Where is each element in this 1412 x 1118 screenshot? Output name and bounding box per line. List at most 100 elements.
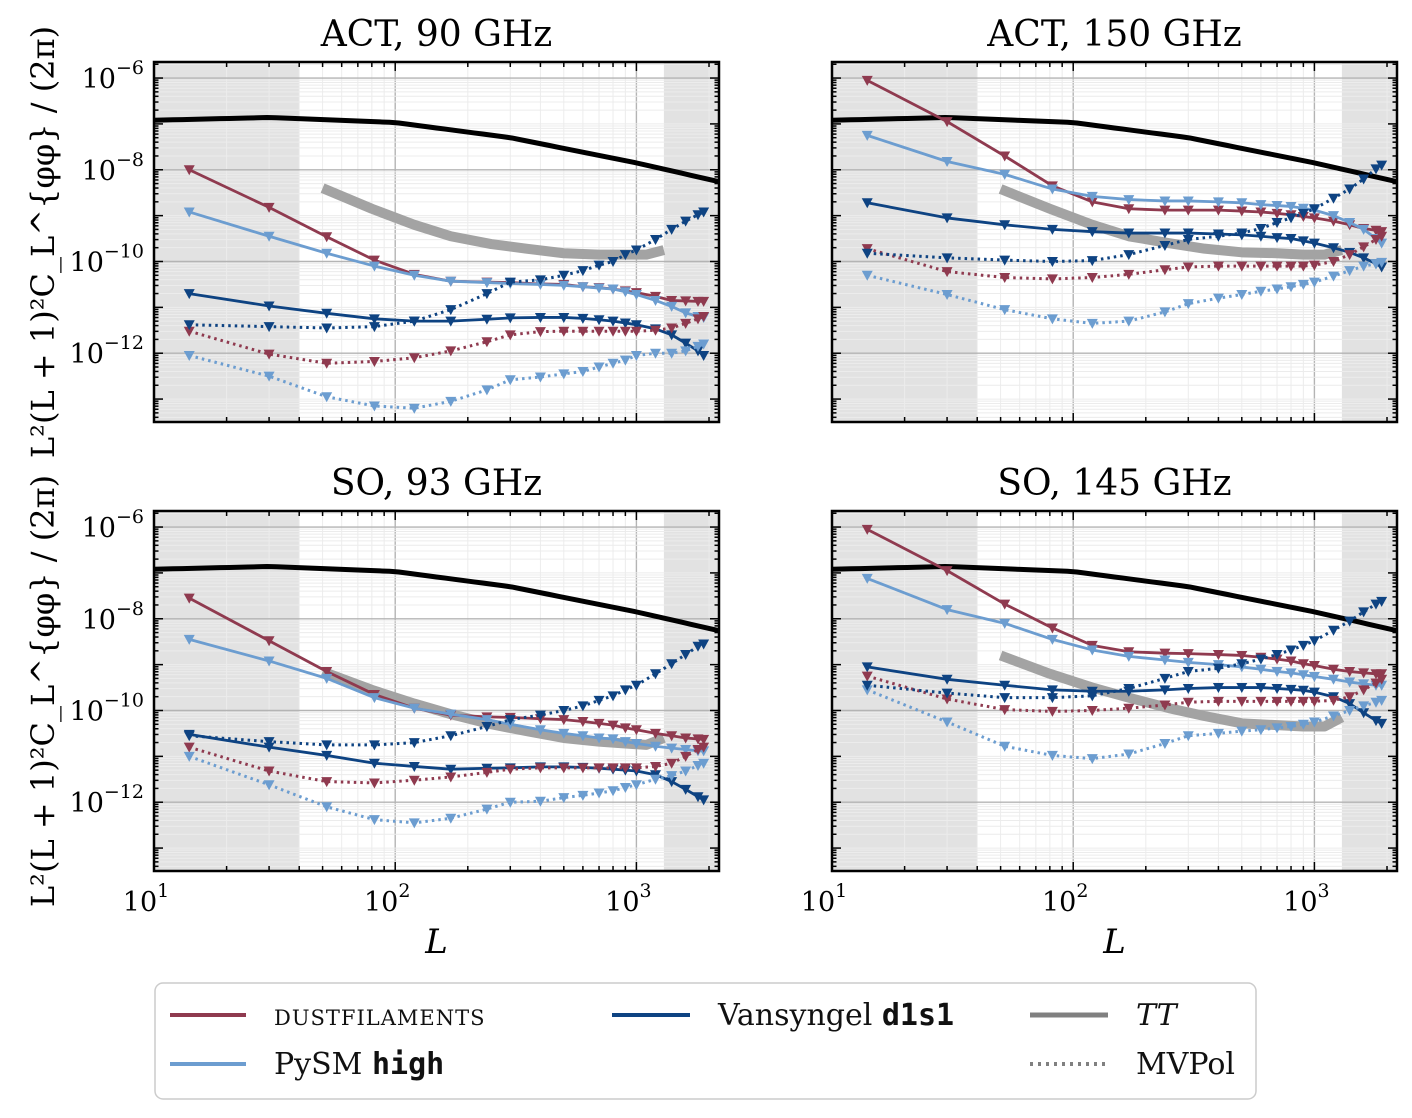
marker-pysm-tt xyxy=(941,605,953,616)
marker-vansyngel-mvpol xyxy=(534,275,546,286)
marker-vansyngel-mvpol xyxy=(577,266,589,277)
marker-dustfilaments-mvpol xyxy=(593,326,605,337)
marker-vansyngel-tt xyxy=(1212,683,1224,694)
marker-vansyngel-mvpol xyxy=(408,316,420,327)
marker-pysm-mvpol xyxy=(321,392,333,403)
marker-pysm-mvpol xyxy=(941,290,953,301)
marker-dustfilaments-mvpol xyxy=(504,764,516,775)
marker-pysm-mvpol xyxy=(619,355,631,366)
y-tick-label-exp: −8 xyxy=(116,598,144,620)
marker-dustfilaments-mvpol xyxy=(692,744,704,755)
marker-pysm-tt xyxy=(1046,184,1058,195)
marker-vansyngel-tt xyxy=(183,289,195,300)
y-tick-label-base: 10 xyxy=(82,64,116,95)
marker-dustfilaments-tt xyxy=(680,296,692,307)
marker-dustfilaments-mvpol xyxy=(1236,261,1248,272)
y-axis-label: L²(L + 1)²C_L^{φφ} / (2π) xyxy=(24,26,62,458)
marker-dustfilaments-mvpol xyxy=(1376,231,1388,242)
marker-pysm-mvpol xyxy=(445,813,457,824)
ticks xyxy=(831,511,1397,871)
marker-vansyngel-tt xyxy=(1308,238,1320,249)
marker-dustfilaments-tt xyxy=(1328,664,1340,675)
marker-vansyngel-tt xyxy=(1182,683,1194,694)
marker-pysm-mvpol xyxy=(1212,293,1224,304)
marker-vansyngel-mvpol xyxy=(263,737,275,748)
marker-vansyngel-mvpol xyxy=(577,701,589,712)
marker-pysm-tt xyxy=(558,280,570,291)
marker-vansyngel-mvpol xyxy=(861,248,873,259)
marker-pysm-tt xyxy=(630,290,642,301)
marker-dustfilaments-mvpol xyxy=(1159,265,1171,276)
marker-dustfilaments-mvpol xyxy=(1086,273,1098,284)
marker-vansyngel-mvpol xyxy=(999,255,1011,266)
marker-vansyngel-tt xyxy=(1358,253,1370,264)
marker-pysm-mvpol xyxy=(263,371,275,382)
marker-vansyngel-mvpol xyxy=(321,323,333,334)
marker-vansyngel-mvpol xyxy=(619,685,631,696)
series-line-pysm-mvpol xyxy=(188,754,705,825)
marker-vansyngel-mvpol xyxy=(1328,193,1340,204)
marker-dustfilaments-mvpol xyxy=(321,777,333,788)
marker-vansyngel-tt xyxy=(1123,228,1135,239)
marker-pysm-mvpol xyxy=(1308,277,1320,288)
marker-vansyngel-mvpol xyxy=(1271,650,1283,661)
marker-dustfilaments-mvpol xyxy=(1297,696,1309,707)
marker-dustfilaments-mvpol xyxy=(1255,696,1267,707)
marker-pysm-tt xyxy=(321,248,333,259)
marker-dustfilaments-tt xyxy=(941,566,953,577)
marker-vansyngel-mvpol xyxy=(504,277,516,288)
marker-vansyngel-tt xyxy=(445,764,457,775)
marker-vansyngel-mvpol xyxy=(558,705,570,716)
marker-vansyngel-tt xyxy=(1370,716,1382,727)
y-tick-label-base: 10 xyxy=(70,247,104,278)
plot-content xyxy=(154,115,719,414)
marker-dustfilaments-mvpol xyxy=(607,326,619,337)
marker-pysm-mvpol xyxy=(1297,719,1309,730)
marker-vansyngel-tt xyxy=(680,784,692,795)
y-tick-label: 10−8 xyxy=(82,598,144,636)
plot-frame xyxy=(830,509,1399,873)
marker-pysm-tt xyxy=(1182,657,1194,668)
marker-pysm-mvpol xyxy=(1123,749,1135,760)
marker-dustfilaments-tt xyxy=(368,255,380,266)
marker-vansyngel-tt xyxy=(692,792,704,803)
marker-vansyngel-mvpol xyxy=(941,688,953,699)
marker-vansyngel-tt xyxy=(1297,236,1309,247)
marker-dustfilaments-mvpol xyxy=(558,326,570,337)
marker-pysm-tt xyxy=(263,231,275,242)
marker-dustfilaments-mvpol xyxy=(1308,260,1320,271)
marker-pysm-tt xyxy=(1376,680,1388,691)
x-tick-label: 103 xyxy=(1283,880,1329,918)
marker-dustfilaments-tt xyxy=(183,165,195,176)
marker-pysm-mvpol xyxy=(619,783,631,794)
series-line-dustfilaments-mvpol xyxy=(866,234,1383,281)
marker-pysm-tt xyxy=(680,308,692,319)
marker-vansyngel-mvpol xyxy=(593,695,605,706)
marker-pysm-tt xyxy=(1086,191,1098,202)
marker-pysm-mvpol xyxy=(666,348,678,359)
legend-label-vansyngel-prefix: Vansyngel xyxy=(717,998,882,1033)
marker-vansyngel-mvpol xyxy=(1159,673,1171,684)
marker-pysm-mvpol xyxy=(1046,750,1058,761)
marker-pysm-mvpol xyxy=(593,788,605,799)
marker-vansyngel-mvpol xyxy=(1212,231,1224,242)
plot-content xyxy=(154,564,719,829)
marker-pysm-mvpol xyxy=(630,351,642,362)
marker-pysm-tt xyxy=(183,207,195,218)
marker-pysm-tt xyxy=(861,573,873,584)
marker-vansyngel-mvpol xyxy=(630,680,642,691)
marker-dustfilaments-mvpol xyxy=(368,356,380,367)
marker-dustfilaments-mvpol xyxy=(1370,678,1382,689)
marker-pysm-mvpol xyxy=(1358,701,1370,712)
marker-pysm-tt xyxy=(941,157,953,168)
marker-vansyngel-mvpol xyxy=(558,270,570,281)
marker-vansyngel-tt xyxy=(1285,234,1297,245)
marker-pysm-tt xyxy=(650,741,662,752)
marker-vansyngel-tt xyxy=(1255,683,1267,694)
marker-dustfilaments-tt xyxy=(666,731,678,742)
marker-pysm-tt xyxy=(481,278,493,289)
marker-pysm-tt xyxy=(1328,211,1340,222)
marker-vansyngel-mvpol xyxy=(1123,250,1135,261)
